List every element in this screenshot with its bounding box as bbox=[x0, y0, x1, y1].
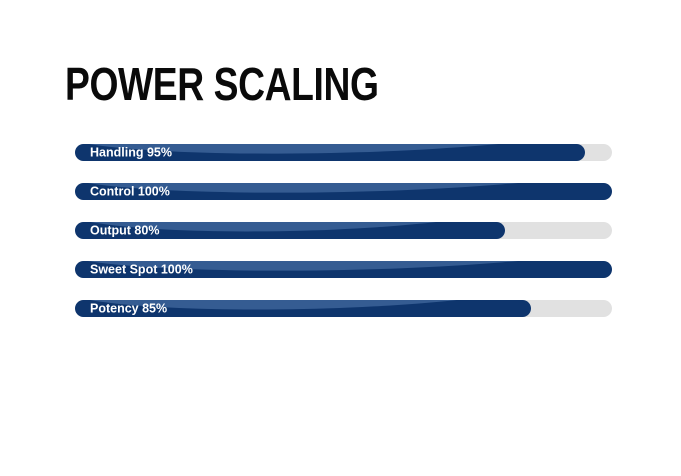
bar-track-sweet-spot: Sweet Spot 100% bbox=[75, 261, 612, 278]
bar-track-output: Output 80% bbox=[75, 222, 612, 239]
power-scaling-bar-chart: Handling 95% Control 100% Output 80% Swe… bbox=[75, 144, 612, 317]
bar-fill-handling: Handling 95% bbox=[75, 144, 586, 161]
bar-label-control: Control 100% bbox=[90, 184, 170, 199]
bar-fill-output: Output 80% bbox=[75, 222, 505, 239]
bar-track-control: Control 100% bbox=[75, 183, 612, 200]
bar-label-output: Output 80% bbox=[90, 223, 160, 238]
bar-track-handling: Handling 95% bbox=[75, 144, 612, 161]
bar-fill-sweet-spot: Sweet Spot 100% bbox=[75, 261, 612, 278]
bar-fill-potency: Potency 85% bbox=[75, 300, 532, 317]
bar-label-sweet-spot: Sweet Spot 100% bbox=[90, 262, 193, 277]
bar-label-potency: Potency 85% bbox=[90, 301, 168, 316]
bar-track-potency: Potency 85% bbox=[75, 300, 612, 317]
bar-label-handling: Handling 95% bbox=[90, 145, 172, 160]
bar-fill-control: Control 100% bbox=[75, 183, 612, 200]
page-title: POWER SCALING bbox=[65, 58, 379, 110]
